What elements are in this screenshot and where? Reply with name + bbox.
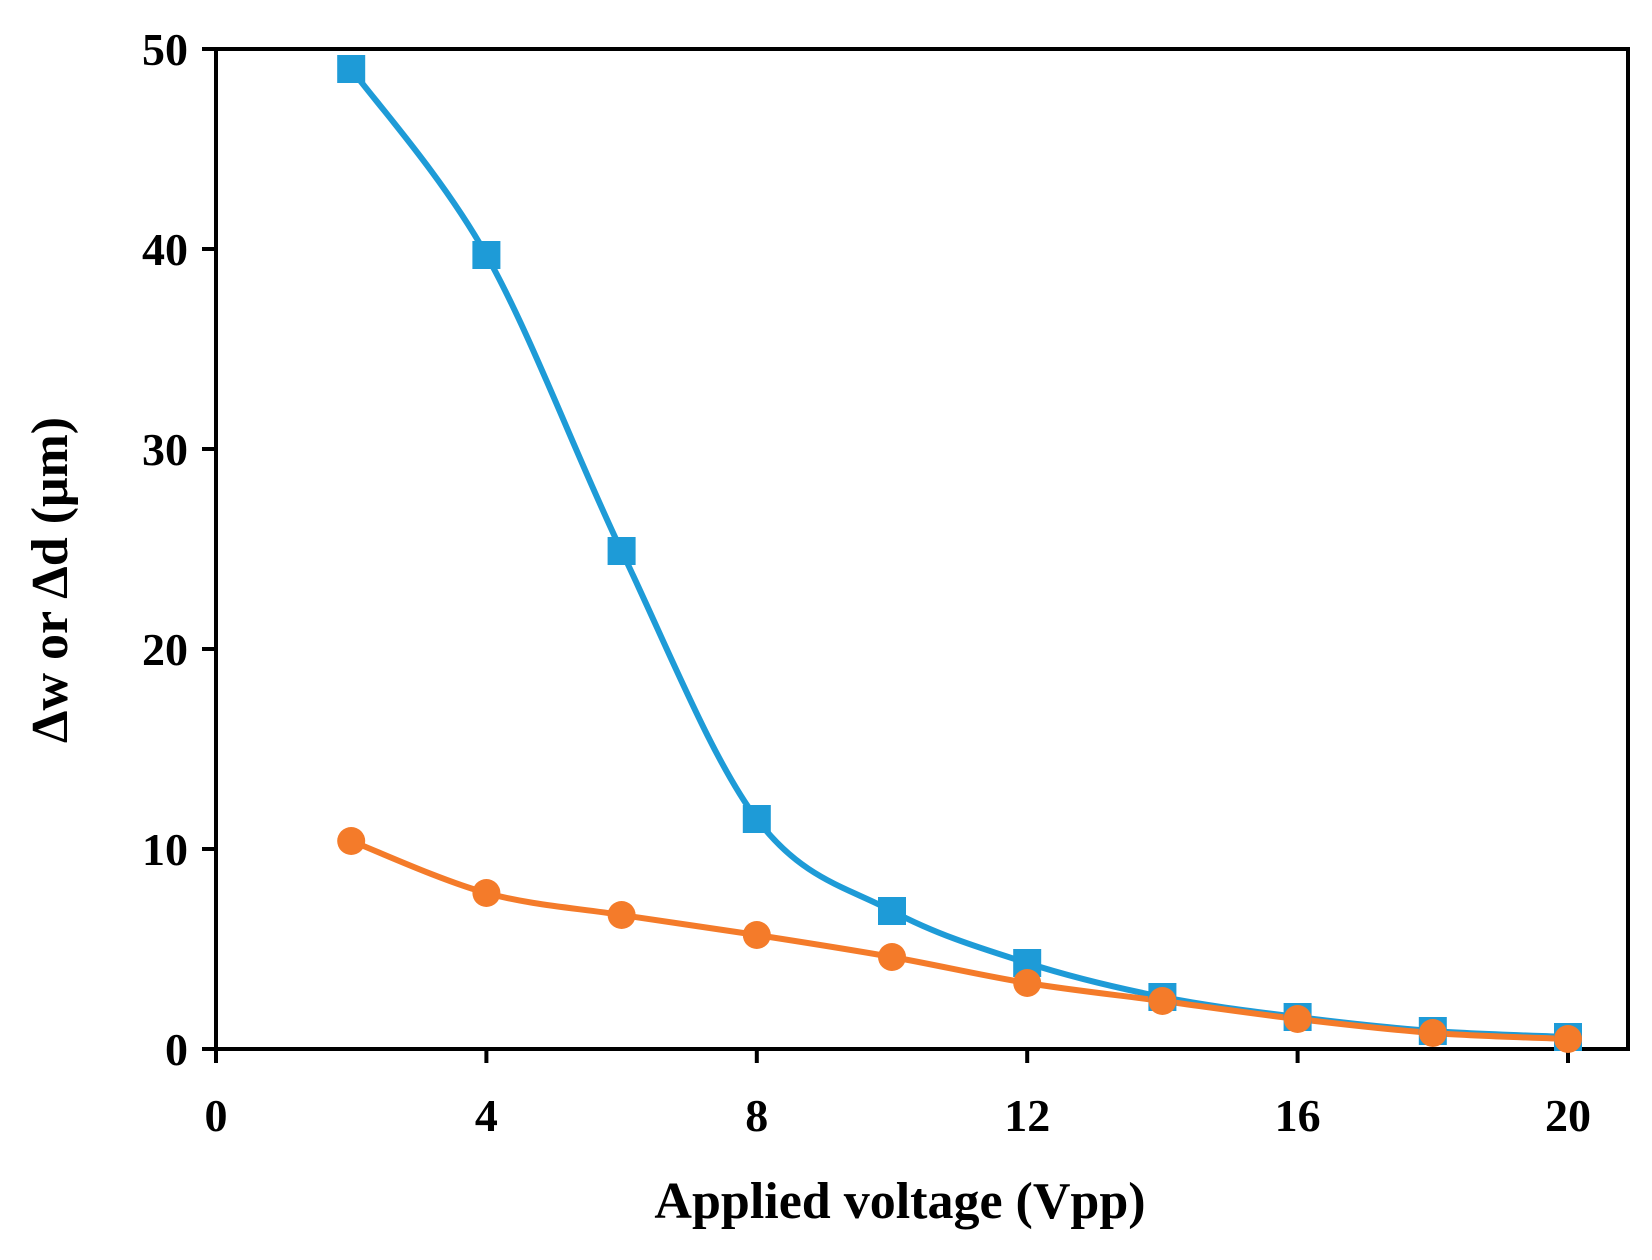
series-line-dw [348,66,1571,1040]
x-tick-label: 12 [1004,1090,1050,1141]
y-tick-label: 40 [142,224,188,275]
data-point-dd [1418,1019,1447,1047]
data-point-dd [337,827,366,855]
y-tick-label: 30 [142,424,188,475]
data-point-dw [472,241,501,269]
y-tick-label: 0 [165,1024,188,1075]
series-line-dd [348,838,1571,1042]
data-point-dw [878,897,906,925]
plot-frame [214,47,1630,1051]
x-axis: 0 4 8 12 16 20 [205,1049,1591,1141]
y-axis-title: Δw or Δd (μm) [22,417,79,743]
data-point-dd [878,943,906,971]
series-layer [337,55,1582,1053]
x-axis-title: Applied voltage (Vpp) [654,1173,1145,1230]
x-tick-label: 0 [205,1090,228,1141]
data-point-dw [337,55,366,83]
data-point-dw [607,537,636,565]
data-point-dd [1554,1025,1582,1053]
x-tick-label: 16 [1275,1090,1321,1141]
data-point-dd [1148,987,1177,1015]
x-tick-label: 8 [745,1090,768,1141]
y-tick-label: 10 [142,824,188,875]
data-point-dd [1283,1005,1312,1033]
data-point-dw [742,805,771,833]
x-tick-label: 4 [475,1090,498,1141]
y-axis: 0 10 20 30 40 50 [142,24,216,1075]
y-tick-label: 50 [142,24,188,75]
x-tick-label: 20 [1545,1090,1591,1141]
data-point-dd [1013,969,1042,997]
data-point-dd [607,901,636,929]
y-tick-label: 20 [142,624,188,675]
data-point-dd [742,921,771,949]
data-point-dd [472,879,501,907]
